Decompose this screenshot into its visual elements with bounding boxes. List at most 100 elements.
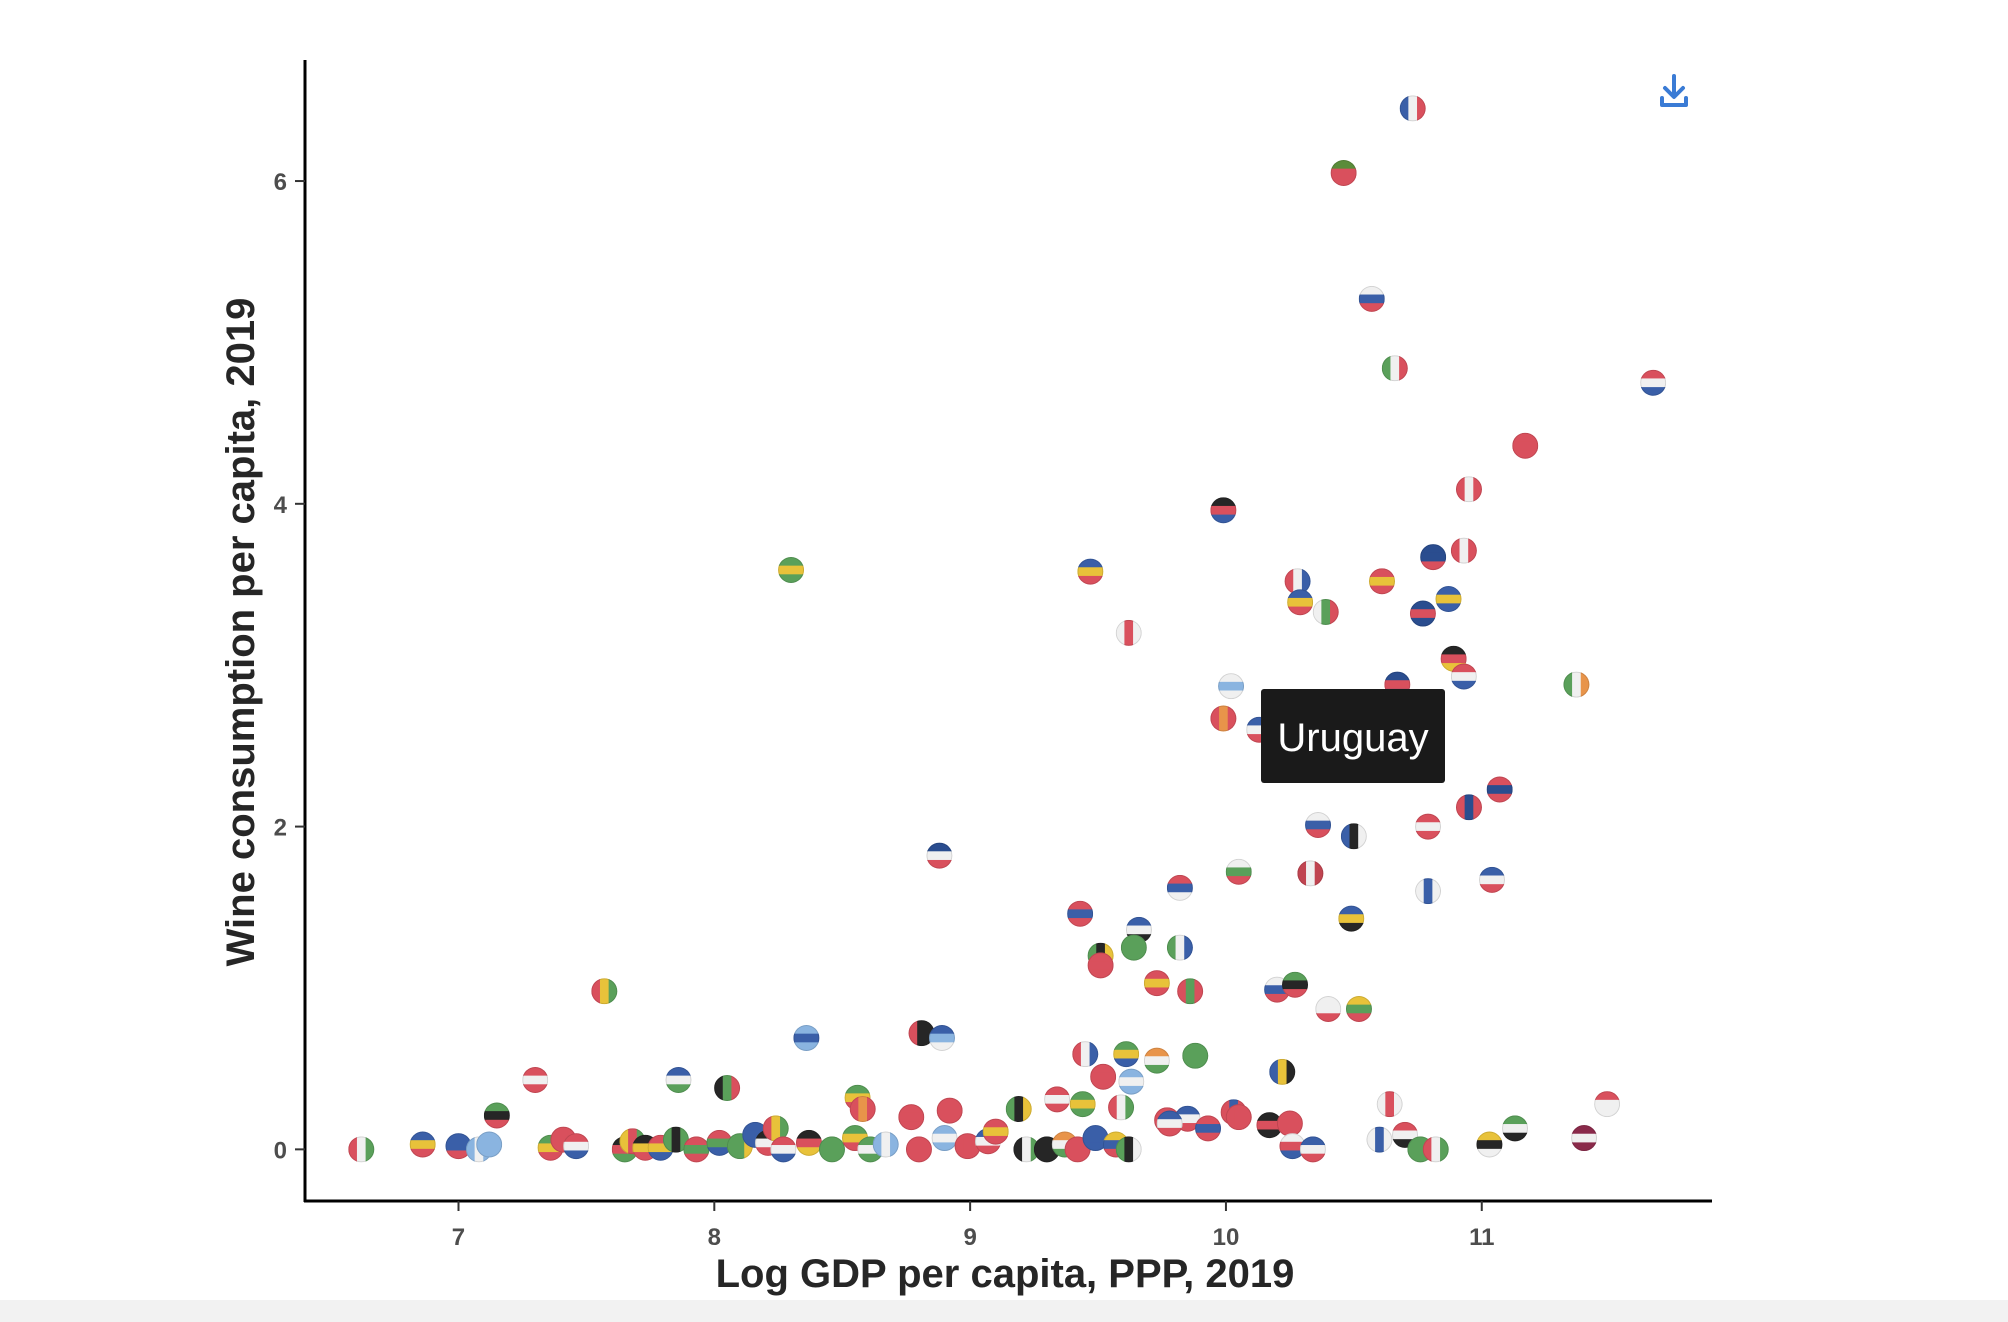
data-point[interactable]	[931, 1125, 958, 1152]
data-point[interactable]	[1563, 671, 1590, 698]
data-point[interactable]	[795, 1129, 822, 1157]
data-point[interactable]	[1177, 978, 1204, 1005]
data-point[interactable]	[1315, 995, 1342, 1023]
data-point[interactable]	[483, 1102, 510, 1129]
data-point[interactable]	[1381, 355, 1409, 382]
data-point[interactable]	[1422, 1136, 1450, 1163]
data-point[interactable]	[1330, 159, 1357, 187]
data-point[interactable]	[926, 842, 953, 870]
data-point[interactable]	[1269, 1058, 1296, 1085]
y-ticks: 0 2 4 6	[274, 169, 305, 1164]
data-point[interactable]	[1368, 568, 1395, 595]
data-point[interactable]	[1195, 1115, 1222, 1142]
data-point[interactable]	[1005, 1096, 1033, 1123]
data-point[interactable]	[1143, 970, 1170, 997]
data-point[interactable]	[1087, 952, 1114, 979]
data-point[interactable]	[1067, 900, 1094, 928]
data-point[interactable]	[1118, 1068, 1145, 1096]
data-point[interactable]	[1044, 1086, 1071, 1113]
data-point[interactable]	[770, 1136, 797, 1163]
data-point[interactable]	[563, 1133, 590, 1160]
data-point[interactable]	[1640, 369, 1667, 397]
data-point[interactable]	[1077, 558, 1104, 586]
tooltip-label: Uruguay	[1277, 716, 1428, 760]
data-point[interactable]	[1120, 934, 1147, 962]
data-point[interactable]	[872, 1131, 900, 1158]
data-point[interactable]	[348, 1136, 375, 1163]
data-point[interactable]	[1415, 813, 1442, 841]
data-point[interactable]	[1299, 1136, 1326, 1163]
data-point[interactable]	[1399, 95, 1427, 122]
data-point[interactable]	[1486, 776, 1513, 803]
data-point[interactable]	[683, 1136, 710, 1163]
data-point[interactable]	[1435, 586, 1462, 613]
data-point[interactable]	[1340, 823, 1368, 850]
data-point[interactable]	[1225, 858, 1252, 886]
data-point[interactable]	[1182, 1042, 1209, 1069]
data-point[interactable]	[1072, 1041, 1099, 1068]
data-point[interactable]	[898, 1104, 925, 1131]
download-button[interactable]	[1660, 74, 1688, 107]
data-point[interactable]	[1420, 544, 1447, 571]
data-point[interactable]	[778, 556, 805, 584]
data-point[interactable]	[1455, 476, 1483, 503]
data-point[interactable]	[1297, 860, 1324, 887]
data-point[interactable]	[1156, 1110, 1183, 1138]
tooltip-box	[1261, 689, 1445, 783]
data-point[interactable]	[1282, 971, 1309, 999]
data-point[interactable]	[1166, 934, 1194, 961]
data-point[interactable]	[1409, 600, 1436, 628]
data-point[interactable]	[1455, 794, 1483, 821]
data-point[interactable]	[476, 1131, 503, 1159]
data-point[interactable]	[1450, 663, 1477, 690]
data-point[interactable]	[1113, 1041, 1140, 1068]
data-point[interactable]	[591, 978, 618, 1005]
data-point[interactable]	[1143, 1047, 1170, 1075]
data-point[interactable]	[1210, 705, 1237, 732]
x-tick-label: 7	[452, 1224, 465, 1251]
x-tick-label: 8	[708, 1224, 721, 1251]
data-point[interactable]	[1210, 497, 1237, 524]
data-point[interactable]	[1571, 1125, 1598, 1152]
x-tick-label: 11	[1469, 1224, 1494, 1251]
data-point[interactable]	[1358, 285, 1385, 313]
data-point[interactable]	[1069, 1091, 1096, 1118]
y-tick-label: 2	[274, 815, 287, 842]
data-point[interactable]	[665, 1066, 692, 1094]
data-point[interactable]	[1115, 619, 1143, 646]
data-point[interactable]	[982, 1118, 1009, 1146]
data-point[interactable]	[1476, 1131, 1503, 1159]
data-point[interactable]	[1115, 1136, 1143, 1163]
data-point[interactable]	[1502, 1115, 1529, 1142]
data-point[interactable]	[1478, 866, 1505, 894]
data-point[interactable]	[849, 1096, 877, 1123]
data-point[interactable]	[1276, 1110, 1303, 1138]
data-point[interactable]	[1218, 673, 1245, 700]
data-point[interactable]	[928, 1025, 955, 1052]
data-point[interactable]	[522, 1066, 549, 1094]
data-point[interactable]	[1305, 811, 1332, 839]
points-layer	[348, 95, 1667, 1163]
data-point[interactable]	[905, 1136, 932, 1163]
data-point[interactable]	[714, 1075, 741, 1102]
data-point[interactable]	[1512, 432, 1539, 460]
data-point[interactable]	[818, 1136, 846, 1163]
data-point[interactable]	[1415, 878, 1442, 905]
data-point[interactable]	[936, 1097, 963, 1125]
data-point[interactable]	[1090, 1063, 1117, 1091]
data-point[interactable]	[1108, 1094, 1135, 1121]
data-point[interactable]	[1225, 1104, 1253, 1131]
data-point[interactable]	[1345, 995, 1372, 1023]
data-point[interactable]	[1312, 598, 1340, 625]
data-point[interactable]	[1166, 874, 1193, 902]
data-point[interactable]	[1338, 905, 1365, 933]
data-point[interactable]	[793, 1025, 820, 1052]
data-point[interactable]	[1287, 589, 1314, 616]
data-point[interactable]	[1376, 1091, 1404, 1118]
data-point[interactable]	[409, 1131, 436, 1159]
data-point[interactable]	[1594, 1091, 1621, 1118]
data-point[interactable]	[1450, 537, 1478, 564]
data-point[interactable]	[1392, 1121, 1419, 1149]
data-point[interactable]	[1366, 1126, 1393, 1153]
